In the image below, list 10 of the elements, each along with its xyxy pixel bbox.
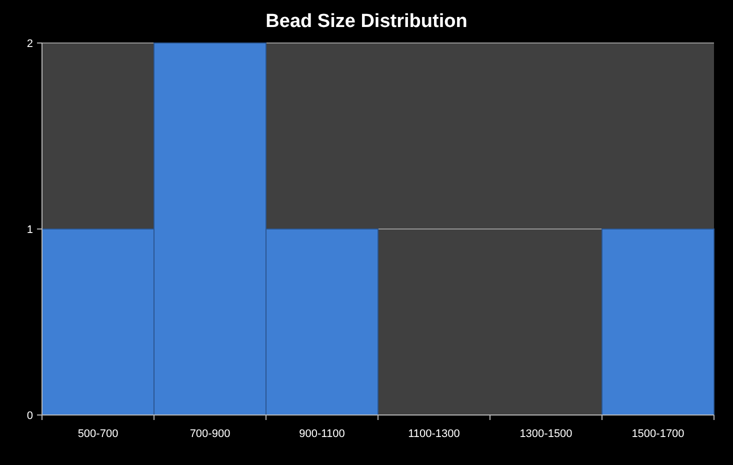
x-tick-label: 1300-1500 <box>520 428 572 440</box>
x-tick-label: 1500-1700 <box>632 428 684 440</box>
chart-title: Bead Size Distribution <box>266 11 468 32</box>
y-tick-label: 0 <box>26 410 33 422</box>
y-tick-label: 1 <box>26 224 33 236</box>
x-tick-label: 500-700 <box>78 428 118 440</box>
x-tick-label: 700-900 <box>190 428 230 440</box>
y-tick-label: 2 <box>26 38 33 50</box>
x-tick-label: 1100-1300 <box>408 428 460 440</box>
x-tick-label: 900-1100 <box>299 428 345 440</box>
